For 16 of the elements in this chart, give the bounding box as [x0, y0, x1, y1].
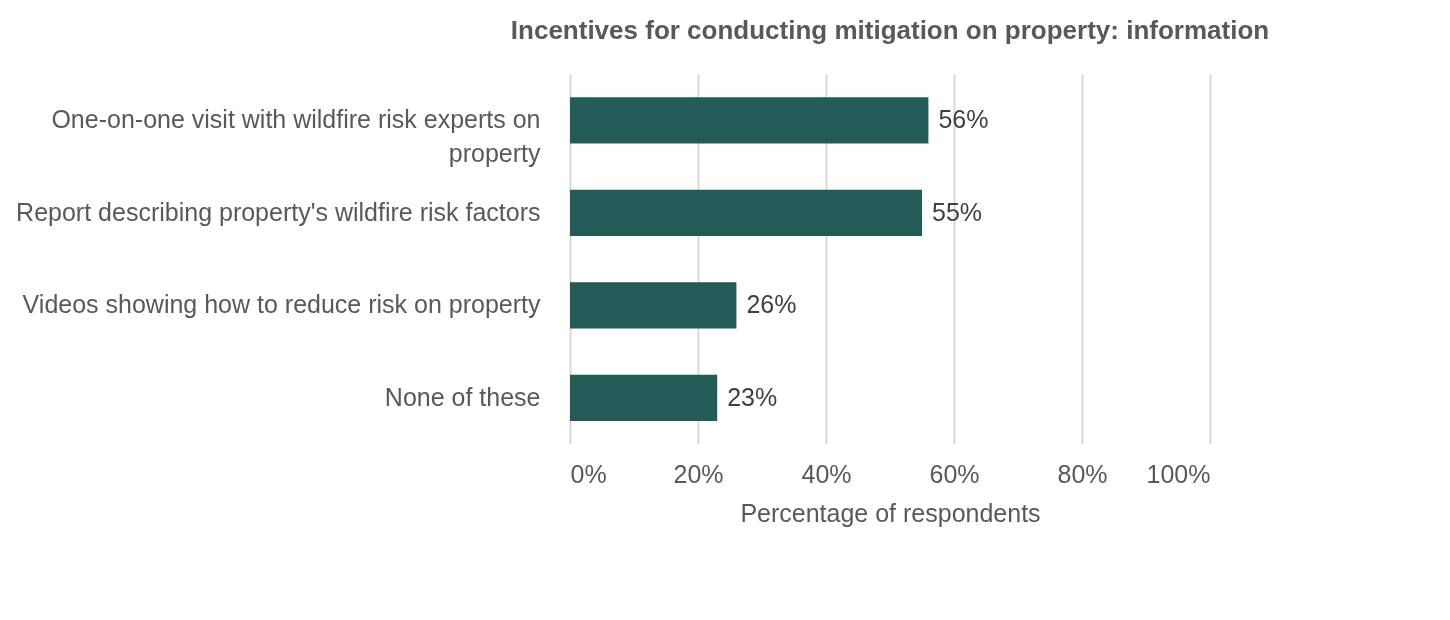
y-tick-label: Report describing property's wildfire risk factors [16, 197, 541, 226]
y-tick-label: One-on-one visit with wildfire risk experts on property [51, 105, 541, 168]
x-tick-label: 100% [1146, 459, 1211, 488]
x-axis-title: Percentage of respondents [740, 498, 1041, 527]
data-label: 26% [746, 290, 797, 319]
data-label: 56% [938, 105, 989, 134]
x-tick-label: 20% [673, 459, 724, 488]
x-tick-label: 40% [801, 459, 852, 488]
y-tick-label: None of these [384, 382, 541, 411]
x-tick-label: 60% [929, 459, 980, 488]
x-tick-label: 80% [1057, 459, 1108, 488]
data-label: 23% [727, 382, 778, 411]
y-tick-label: Videos showing how to reduce risk on property [22, 290, 541, 319]
x-tick-label: 0% [570, 459, 607, 488]
data-label: 55% [932, 197, 983, 226]
chart-title: Incentives for conducting mitigation on property: information [510, 15, 1270, 45]
